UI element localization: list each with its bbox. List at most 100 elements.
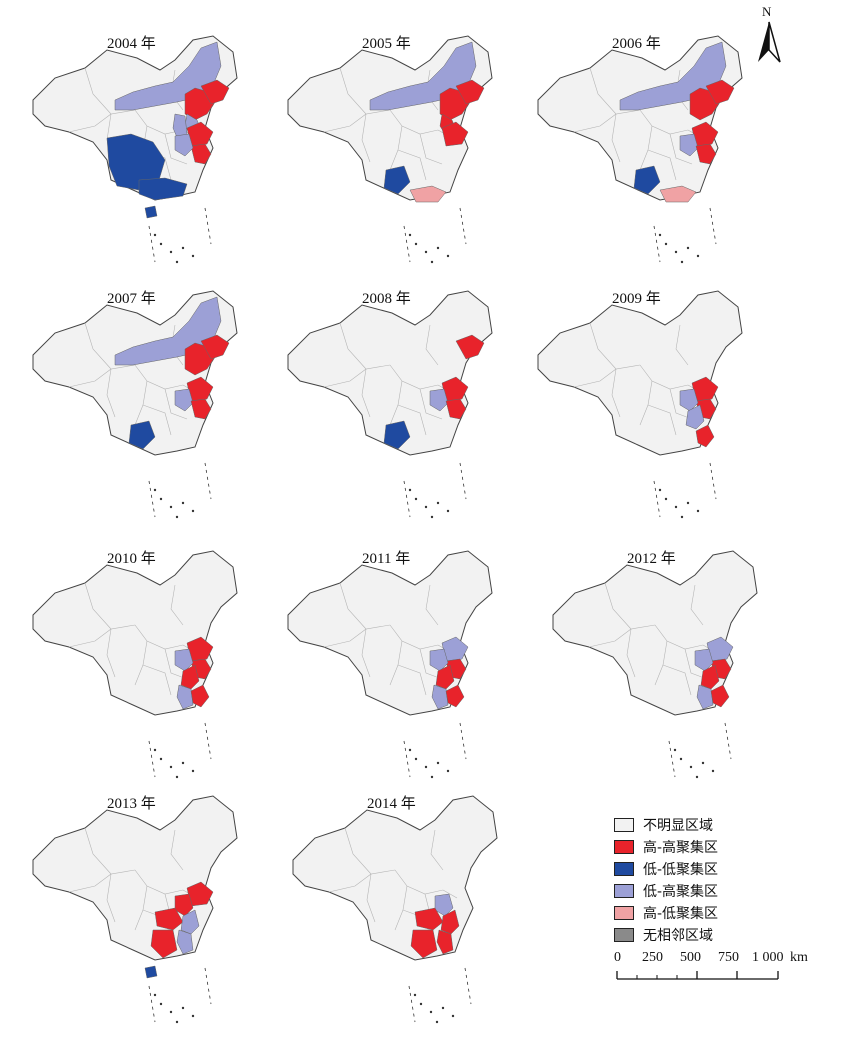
legend-item-low-high: 低-高聚集区 [614,882,718,900]
legend-item-high-low: 高-低聚集区 [614,904,718,922]
cluster-region-guizhou [383,420,411,450]
province-border [106,368,116,418]
year-label: 2006 年 [612,36,661,52]
cluster-region-henan [429,388,449,412]
cluster-region-liaoning [455,334,485,360]
cluster-region-jiangxi [431,684,449,710]
cluster-region-guizhou [383,165,411,195]
cluster-region-henan [174,648,194,672]
island-dot [674,505,678,509]
island-dot [169,250,173,254]
province-border [573,368,617,388]
island-dot [446,509,450,513]
island-dot [696,509,700,513]
china-map [537,35,743,264]
island-dot [680,515,684,519]
legend-label: 高-低聚集区 [643,906,719,922]
scale-tick-label: 1 000 [752,950,784,965]
country-outline [537,290,743,456]
cluster-region-jiangxi [436,929,454,955]
province-border [134,624,184,650]
map-panel-2006: 2006 年 [520,30,750,270]
island-dot [191,509,195,513]
island-dot [175,515,179,519]
province-border [690,584,704,626]
cluster-region-jiangsu [190,143,212,165]
cluster-region-hainan [144,205,158,219]
country-outline [32,795,238,961]
island-dot [430,260,434,264]
china-map [287,550,493,779]
island-dot [429,1010,433,1014]
maritime-boundary-line [148,462,212,518]
cluster-region-anhui [440,909,460,935]
province-border [669,388,693,420]
maritime-boundary-line [403,722,467,778]
maritime-boundary-line [148,207,212,263]
cluster-region-henan [174,133,194,157]
province-border [164,388,188,420]
island-dot [175,260,179,264]
year-label: 2004 年 [107,36,156,52]
island-dot [424,505,428,509]
island-dot [408,233,412,237]
map-panel-2010: 2010 年 [15,545,245,785]
province-border [425,324,439,366]
island-dot [451,1014,455,1018]
year-label: 2012 年 [627,551,676,567]
island-dot [701,761,705,765]
maritime-boundary-line [148,967,212,1023]
cluster-region-henan [679,388,699,412]
cluster-region-zhejiang [445,684,465,708]
province-border [647,149,677,181]
province-border [339,67,391,115]
maritime-boundary-line [408,967,472,1023]
island-dot [175,775,179,779]
province-border [361,628,371,678]
cluster-region-shandong [441,121,469,147]
island-dot [153,993,157,997]
island-dot [658,233,662,237]
province-border [361,113,371,163]
island-dot [446,254,450,258]
island-dot [181,761,185,765]
cluster-region-hubei [154,907,184,931]
cluster-region-hainan [144,965,158,979]
china-map [537,290,743,519]
cluster-region-zhejiang [695,424,715,448]
province-border [68,113,112,133]
map-panel-2007: 2007 年 [15,285,245,525]
island-dot [169,765,173,769]
province-border [134,869,184,895]
province-border [604,582,656,630]
island-dot [686,246,690,250]
scale-tick-label: 750 [718,950,739,965]
legend: 不明显区域 高-高聚集区 低-低聚集区 低-高聚集区 高-低聚集区 无相邻区域 [614,816,834,976]
province-border [442,889,458,899]
year-label: 2011 年 [362,551,411,567]
island-dot [441,1006,445,1010]
province-border [573,113,617,133]
cluster-region-henan [429,648,449,672]
island-dot [153,233,157,237]
province-border [134,364,184,390]
island-dot [424,250,428,254]
province-border [84,827,136,875]
province-border [639,109,689,135]
island-dot [673,748,677,752]
province-border [361,368,371,418]
province-border [323,368,367,388]
legend-swatch [614,862,634,876]
province-border [397,664,427,696]
legend-label: 低-低聚集区 [643,862,719,878]
maritime-boundary-line [403,207,467,263]
province-border [419,648,443,680]
cluster-region-guizhou [128,420,156,450]
legend-swatch [614,818,634,832]
country-outline [292,795,498,961]
island-dot [414,242,418,246]
map-panel-2008: 2008 年 [270,285,500,525]
island-dot [181,501,185,505]
china-map [32,35,238,264]
legend-label: 不明显区域 [643,818,713,834]
